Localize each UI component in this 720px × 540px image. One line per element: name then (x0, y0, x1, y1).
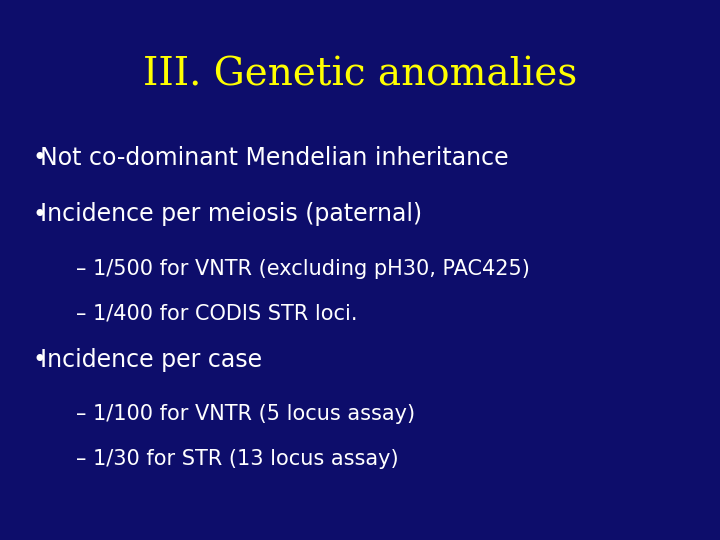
Text: Incidence per case: Incidence per case (40, 348, 262, 372)
Text: – 1/30 for STR (13 locus assay): – 1/30 for STR (13 locus assay) (76, 449, 398, 469)
Text: Not co-dominant Mendelian inheritance: Not co-dominant Mendelian inheritance (40, 146, 508, 170)
Text: – 1/100 for VNTR (5 locus assay): – 1/100 for VNTR (5 locus assay) (76, 404, 415, 424)
Text: •: • (32, 146, 46, 170)
Text: Incidence per meiosis (paternal): Incidence per meiosis (paternal) (40, 202, 422, 226)
Text: •: • (32, 348, 46, 372)
Text: •: • (32, 202, 46, 226)
Text: – 1/500 for VNTR (excluding pH30, PAC425): – 1/500 for VNTR (excluding pH30, PAC425… (76, 259, 529, 279)
Text: – 1/400 for CODIS STR loci.: – 1/400 for CODIS STR loci. (76, 303, 357, 323)
Text: III. Genetic anomalies: III. Genetic anomalies (143, 57, 577, 94)
